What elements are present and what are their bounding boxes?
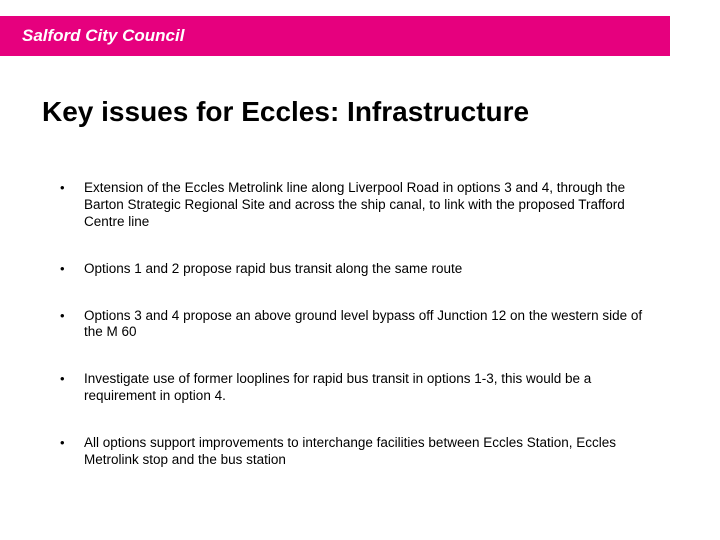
slide: Salford City Council Key issues for Eccl… bbox=[0, 0, 720, 540]
list-item: • All options support improvements to in… bbox=[60, 435, 660, 469]
bullet-list: • Extension of the Eccles Metrolink line… bbox=[60, 180, 660, 499]
bullet-icon: • bbox=[60, 371, 84, 387]
bullet-text: Extension of the Eccles Metrolink line a… bbox=[84, 180, 660, 231]
slide-title: Key issues for Eccles: Infrastructure bbox=[42, 96, 529, 128]
list-item: • Extension of the Eccles Metrolink line… bbox=[60, 180, 660, 231]
bullet-icon: • bbox=[60, 261, 84, 277]
header-band: Salford City Council bbox=[0, 16, 670, 56]
list-item: • Options 1 and 2 propose rapid bus tran… bbox=[60, 261, 660, 278]
bullet-text: Options 1 and 2 propose rapid bus transi… bbox=[84, 261, 660, 278]
bullet-icon: • bbox=[60, 308, 84, 324]
bullet-text: Investigate use of former looplines for … bbox=[84, 371, 660, 405]
list-item: • Investigate use of former looplines fo… bbox=[60, 371, 660, 405]
list-item: • Options 3 and 4 propose an above groun… bbox=[60, 308, 660, 342]
bullet-icon: • bbox=[60, 435, 84, 451]
header-brand-text: Salford City Council bbox=[22, 26, 184, 46]
bullet-text: Options 3 and 4 propose an above ground … bbox=[84, 308, 660, 342]
bullet-icon: • bbox=[60, 180, 84, 196]
bullet-text: All options support improvements to inte… bbox=[84, 435, 660, 469]
